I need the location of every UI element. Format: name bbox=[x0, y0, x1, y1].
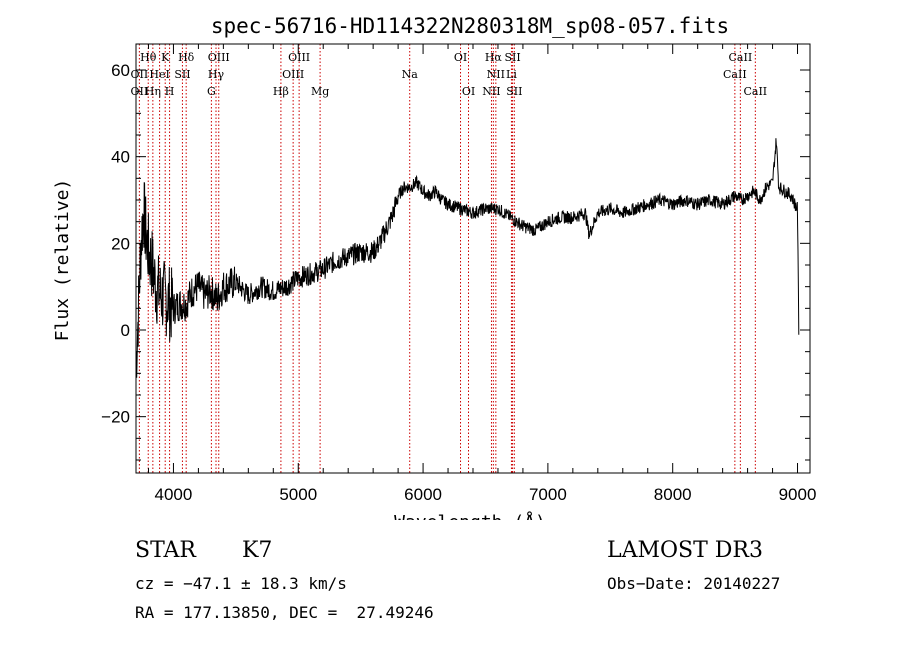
y-tick-label-0: 0 bbox=[121, 321, 130, 340]
x-tick-label-9000: 9000 bbox=[779, 485, 817, 504]
line-label-6563: Hα bbox=[485, 51, 503, 64]
line-label-4363: OIII bbox=[208, 51, 230, 64]
x-tick-label-5000: 5000 bbox=[279, 485, 317, 504]
y-tick-label-40: 40 bbox=[111, 148, 130, 167]
x-axis-label: Wavelength (Å) bbox=[394, 511, 546, 520]
y-axis-label: Flux (relative) bbox=[52, 179, 73, 342]
line-label-6583: NII bbox=[487, 68, 505, 81]
spectral-line-markers bbox=[138, 44, 756, 473]
x-tick-label-6000: 6000 bbox=[404, 485, 442, 504]
line-label-3934: K bbox=[161, 51, 170, 64]
line-label-6708: Li bbox=[506, 68, 517, 81]
line-label-3835: Hη bbox=[145, 85, 161, 98]
y-tick-label--20: −20 bbox=[101, 408, 130, 427]
spectrum-line bbox=[135, 138, 800, 378]
line-label-4959: OIII bbox=[282, 68, 304, 81]
line-label-3969: H bbox=[165, 85, 175, 98]
object-subclass: K7 bbox=[242, 538, 273, 563]
y-tick-label-20: 20 bbox=[111, 234, 130, 253]
x-tick-label-8000: 8000 bbox=[654, 485, 692, 504]
line-label-5007: OIII bbox=[288, 51, 310, 64]
y-tick-label-60: 60 bbox=[111, 61, 130, 80]
line-label-4861: Hβ bbox=[273, 85, 289, 98]
line-label-6717: SII bbox=[504, 51, 520, 64]
line-label-3798: Hθ bbox=[140, 51, 157, 64]
x-tick-label-4000: 4000 bbox=[155, 485, 193, 504]
axis-ticks: 4000 5000 6000 7000 8000 9000 −20 0 20 40 60 bbox=[101, 44, 816, 504]
redshift-velocity: cz = −47.1 ± 18.3 km/s bbox=[135, 574, 347, 593]
survey-name: LAMOST DR3 bbox=[607, 538, 763, 563]
x-tick-label-7000: 7000 bbox=[529, 485, 567, 504]
line-label-4304: G bbox=[207, 85, 216, 98]
object-class: STAR bbox=[135, 538, 196, 563]
plot-frame bbox=[135, 43, 811, 474]
line-label-5175: Mg bbox=[311, 85, 329, 98]
line-label-8542: CaII bbox=[729, 51, 753, 64]
line-label-6731: SII bbox=[506, 85, 522, 98]
line-label-4341: Hγ bbox=[208, 68, 225, 81]
line-label-6548: NII bbox=[482, 85, 500, 98]
line-label-3889: HeI bbox=[149, 68, 169, 81]
line-label-8662: CaII bbox=[743, 85, 767, 98]
line-label-6300: OI bbox=[454, 51, 467, 64]
line-label-4072: SII bbox=[174, 68, 190, 81]
coordinates: RA = 177.13850, DEC = 27.49246 bbox=[135, 603, 434, 622]
line-label-3727: OII bbox=[131, 68, 149, 81]
chart-title: spec-56716-HD114322N280318M_sp08-057.fit… bbox=[211, 14, 729, 38]
line-label-4102: Hδ bbox=[178, 51, 195, 64]
observation-date: Obs−Date: 20140227 bbox=[607, 574, 781, 593]
line-label-5893: Na bbox=[402, 68, 419, 81]
line-label-8498: CaII bbox=[723, 68, 747, 81]
line-label-6364: OI bbox=[462, 85, 475, 98]
